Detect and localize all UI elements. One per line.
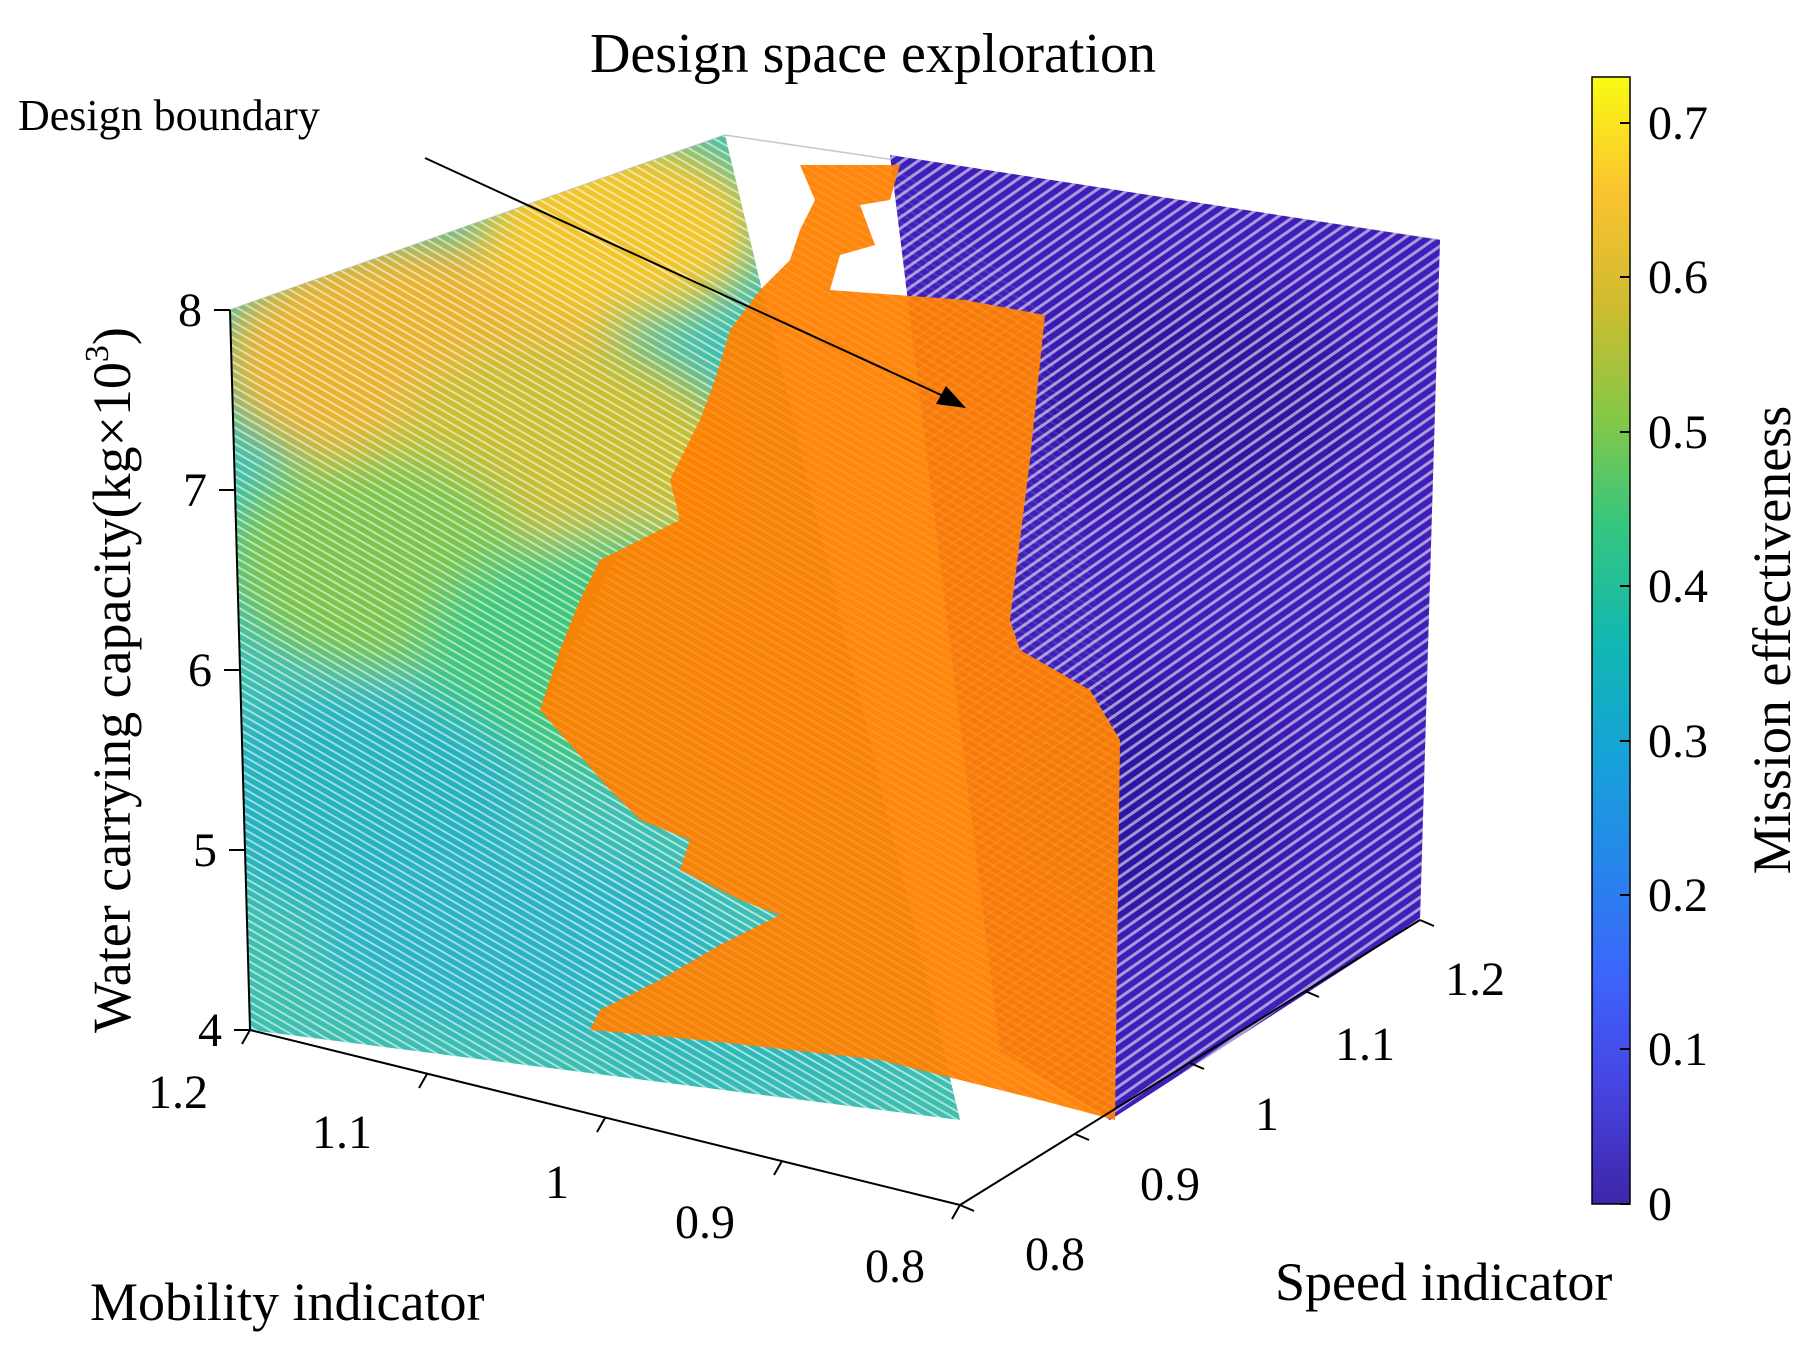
x-axis: 1.2 1.1 1 0.9 0.8 Mobility indicator [90,1029,961,1332]
z-tick-label: 6 [188,644,212,697]
x-tick-label: 1.2 [148,1066,208,1119]
colorbar-tick-label: 0.7 [1648,97,1708,150]
colorbar-label: Mission effectiveness [1742,406,1802,874]
z-tick-label: 8 [178,284,202,337]
colorbar-gradient [1591,76,1631,1205]
colorbar-tick-marks [1620,122,1630,1205]
colorbar-tick-label: 0.3 [1648,715,1708,768]
colorbar-tick-label: 0 [1648,1178,1672,1231]
y-tick-label: 0.9 [1140,1158,1200,1211]
chart-title: Design space exploration [590,23,1156,85]
x-tick-label: 1 [545,1156,569,1209]
z-tick-label: 4 [198,1004,222,1057]
y-tick-label: 1.2 [1445,953,1505,1006]
z-axis-label: Water carrying capacity(kg×103) [79,327,142,1033]
x-axis-label: Mobility indicator [90,1272,484,1332]
annotation-arrow [424,157,966,408]
x-tick-label: 1.1 [312,1106,372,1159]
y-tick-label: 0.8 [1025,1228,1085,1281]
x-tick-marks [241,1029,961,1220]
z-tick-label: 7 [183,464,207,517]
colorbar-tick-label: 0.5 [1648,406,1708,459]
y-tick-marks [959,919,1435,1212]
colorbar-tick-label: 0.6 [1648,251,1708,304]
y-axis: 0.8 0.9 1 1.1 1.2 Speed indicator [959,919,1612,1312]
z-tick-label: 5 [193,824,217,877]
z-axis: 4 5 6 7 8 Water carrying capacity(kg×103… [79,284,250,1057]
x-tick-label: 0.8 [865,1240,925,1293]
colorbar: 0 0.1 0.2 0.3 0.4 0.5 0.6 0.7 Mission ef… [1591,76,1802,1231]
boundary-surface-texture [540,165,1120,1120]
y-tick-label: 1 [1255,1088,1279,1141]
x-tick-label: 0.9 [675,1196,735,1249]
colorbar-tick-label: 0.2 [1648,869,1708,922]
annotation-label: Design boundary [18,91,320,140]
colorbar-tick-label: 0.1 [1648,1023,1708,1076]
y-axis-label: Speed indicator [1275,1252,1612,1312]
z-tick-marks [214,309,250,1031]
colorbar-tick-label: 0.4 [1648,560,1708,613]
y-tick-label: 1.1 [1335,1018,1395,1071]
